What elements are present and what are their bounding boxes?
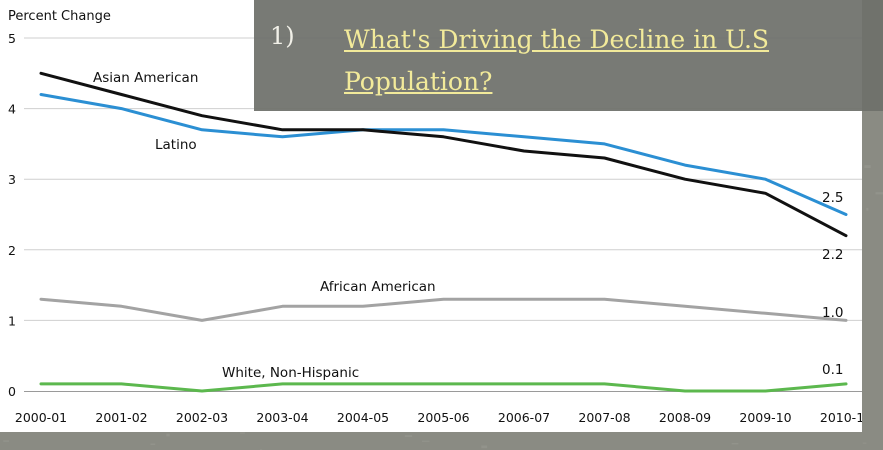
list-number: 1) <box>270 22 295 50</box>
y-tick-label: 5 <box>8 31 16 46</box>
x-tick-label: 2005-06 <box>417 410 469 425</box>
series-name-label: Asian American <box>93 70 198 86</box>
y-axis-ticks: 0 1 2 3 4 5 <box>8 31 16 399</box>
x-tick-label: 2003-04 <box>256 410 308 425</box>
x-tick-label: 2004-05 <box>337 410 389 425</box>
series-lines <box>39 71 848 393</box>
x-axis-ticks: 2000-01 2001-02 2002-03 2003-04 2004-05 2005-… <box>15 410 862 425</box>
line-chart: 0 1 2 3 4 5 2000-01 2001-02 2002-03 2003-04 2004-… <box>8 9 862 425</box>
series-labels: Asian American Latino African American Whit… <box>93 70 843 381</box>
series-line-latino <box>39 93 848 216</box>
y-tick-label: 3 <box>8 172 16 187</box>
y-axis-label: Percent Change <box>8 9 111 24</box>
y-tick-label: 1 <box>8 313 16 328</box>
series-line-asian-american <box>39 71 848 238</box>
article-link[interactable]: What's Driving the Decline in U.S Popula… <box>344 19 883 103</box>
end-value-label: 2.5 <box>822 190 843 206</box>
link-line-2[interactable]: Population? <box>344 67 493 96</box>
y-tick-label: 0 <box>8 384 16 399</box>
x-tick-label: 2010-11 <box>820 410 862 425</box>
y-tick-label: 2 <box>8 243 16 258</box>
x-tick-label: 2002-03 <box>176 410 228 425</box>
link-overlay: 1) What's Driving the Decline in U.S Pop… <box>254 0 883 111</box>
x-tick-label: 2008-09 <box>659 410 711 425</box>
end-value-label: 0.1 <box>822 362 843 378</box>
link-line-1[interactable]: What's Driving the Decline in U.S <box>344 25 770 54</box>
x-tick-label: 2000-01 <box>15 410 67 425</box>
x-tick-label: 2006-07 <box>498 410 550 425</box>
end-value-label: 1.0 <box>822 305 843 321</box>
x-tick-label: 2001-02 <box>95 410 147 425</box>
y-tick-label: 4 <box>8 102 16 117</box>
series-name-label: African American <box>320 279 436 295</box>
x-tick-label: 2009-10 <box>739 410 791 425</box>
series-name-label: White, Non-Hispanic <box>222 365 359 381</box>
series-name-label: Latino <box>155 137 197 153</box>
series-line-white-non-hispanic <box>39 382 848 393</box>
end-value-label: 2.2 <box>822 247 843 263</box>
x-tick-label: 2007-08 <box>578 410 630 425</box>
series-line-african-american <box>39 297 848 322</box>
